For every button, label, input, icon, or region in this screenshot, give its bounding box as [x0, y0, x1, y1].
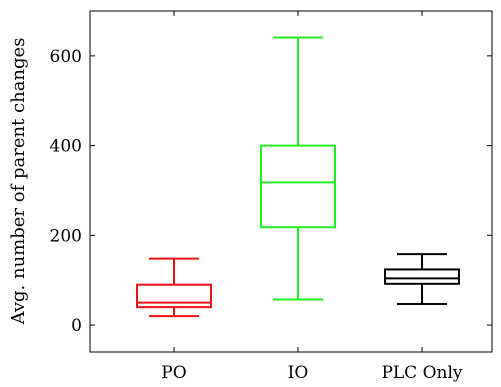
- y-axis: 0 200 400 600: [50, 47, 492, 336]
- box-plc-only: [384, 253, 460, 305]
- x-tick-label: IO: [288, 363, 309, 383]
- box-iqr: [384, 268, 460, 285]
- y-tick-label: 400: [50, 137, 82, 157]
- box-iqr: [260, 144, 336, 229]
- y-axis-title: Avg. number of parent changes: [8, 38, 29, 326]
- box-iqr: [136, 283, 212, 309]
- x-axis: PO IO PLC Only: [161, 11, 463, 383]
- plot-frame: [89, 10, 493, 353]
- y-tick-label: 600: [50, 47, 82, 67]
- y-tick-label: 200: [50, 226, 82, 246]
- box-po: [136, 257, 212, 318]
- y-tick-label: 0: [71, 316, 82, 336]
- boxes: [136, 36, 460, 318]
- x-tick-label: PO: [161, 363, 186, 383]
- box-io: [260, 36, 336, 301]
- x-tick-label: PLC Only: [381, 363, 462, 383]
